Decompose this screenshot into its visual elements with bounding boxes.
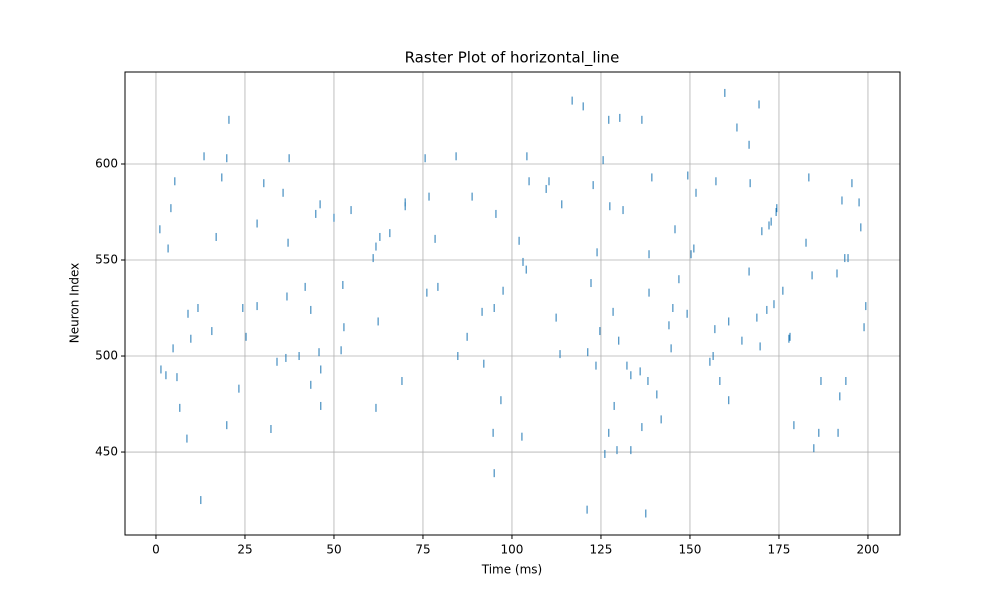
y-tick-label: 550 [95,253,118,267]
chart-title: Raster Plot of horizontal_line [405,49,620,68]
x-tick-label: 25 [237,543,252,557]
y-tick-label: 450 [95,445,118,459]
x-tick-label: 50 [326,543,341,557]
x-tick-label: 75 [415,543,430,557]
x-axis-label: Time (ms) [481,563,543,577]
grid [125,72,900,535]
x-tick-label: 200 [857,543,880,557]
x-tick-label: 125 [590,543,613,557]
plot-frame [124,71,901,536]
y-axis-label: Neuron Index [68,263,82,343]
marks [159,88,867,518]
x-tick-label: 175 [768,543,791,557]
y-tick-label: 600 [95,156,118,170]
x-tick-label: 100 [501,543,524,557]
x-tick-label: 0 [152,543,160,557]
y-tick-label: 500 [95,349,118,363]
x-tick-label: 150 [679,543,702,557]
